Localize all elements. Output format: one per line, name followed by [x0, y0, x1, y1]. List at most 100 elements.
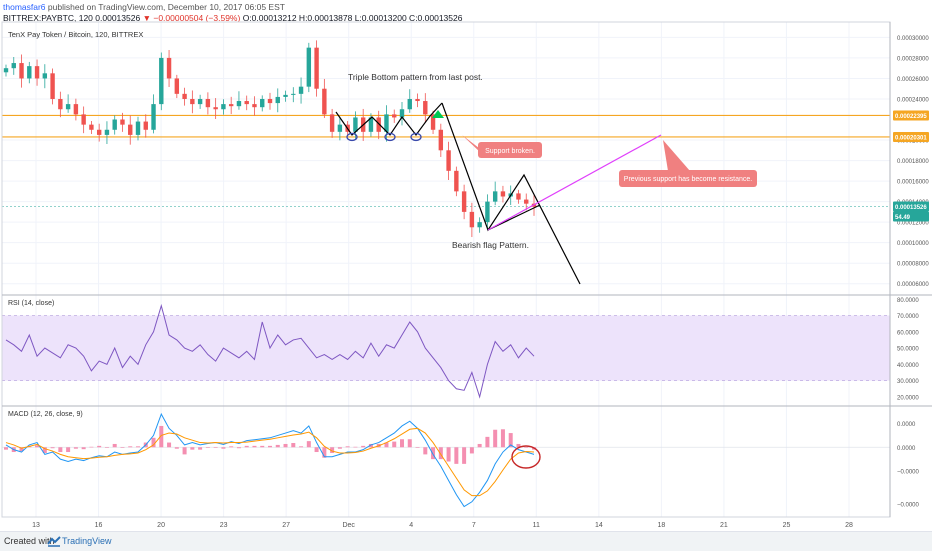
macd-hist-bar [508, 433, 513, 448]
macd-hist-bar [190, 447, 195, 450]
candle-body [260, 98, 265, 108]
macd-hist-bar [229, 446, 234, 448]
candle-body [461, 191, 467, 212]
bottom-marker [384, 132, 396, 142]
macd-hist-bar [198, 447, 203, 450]
macd-hist-bar [205, 447, 210, 448]
note-text: Support broken. [485, 148, 535, 155]
candle-body [291, 93, 296, 95]
tradingview-brand[interactable]: TradingView [62, 536, 112, 546]
macd-hist-bar [407, 439, 412, 448]
macd-hist-bar [151, 437, 156, 448]
candle-body [399, 109, 405, 118]
macd-hist-bar [4, 447, 8, 450]
candle-body [322, 88, 327, 115]
candle-body [376, 117, 381, 132]
candle-body [73, 104, 79, 115]
crossover-circle [511, 445, 541, 469]
x-tick-label: 7 [472, 522, 476, 529]
ohlc-values: O:0.00013212 H:0.00013878 L:0.00013200 C… [242, 13, 463, 23]
candle-body [58, 98, 63, 110]
candle-body [267, 98, 273, 104]
macd-hist-bar [462, 447, 467, 464]
candle-body [430, 114, 436, 130]
macd-hist-bar [330, 447, 335, 453]
candle-body [50, 73, 55, 99]
macd-hist-bar [306, 441, 311, 448]
plot-frame [1, 21, 891, 518]
y-tick-label: 60.0000 [897, 330, 919, 336]
y-tick-label: 0.00030000 [897, 36, 929, 42]
macd-title: MACD (12, 26, close, 9) [8, 411, 83, 418]
candle-body [159, 57, 164, 105]
candle-body [197, 98, 203, 105]
macd-hist-bar [485, 436, 490, 448]
triple-bottom-pattern [335, 102, 443, 136]
macd-hist-bar [431, 447, 436, 460]
note-pointer [663, 140, 690, 171]
price-tag [893, 211, 929, 222]
price-change: ▼ −0.00000504 (−3.59%) [142, 13, 241, 23]
x-tick-label: 16 [95, 522, 103, 529]
publish-date: published on TradingView.com, December 1… [45, 2, 285, 12]
author-name[interactable]: thomasfar6 [3, 2, 46, 12]
candle-body [384, 114, 389, 132]
candle-body [283, 94, 288, 97]
y-tick-label: 0.0000 [897, 446, 916, 452]
macd-hist-bar [314, 447, 319, 453]
candle-body [27, 66, 32, 79]
macd-hist-bar [524, 447, 529, 448]
macd-hist-bar [159, 425, 164, 448]
macd-hist-bar [42, 447, 47, 453]
breakout-arrow-icon [432, 110, 444, 118]
macd-hist-bar [174, 447, 179, 449]
macd-hist-bar [322, 447, 327, 458]
y-tick-label: 0.00016000 [897, 180, 929, 186]
x-tick-label: Dec [342, 522, 355, 529]
candle-body [89, 124, 94, 130]
candle-body [81, 114, 86, 125]
macd-hist-bar [469, 447, 474, 454]
candle-body [337, 124, 343, 132]
support-broken-note [478, 142, 542, 158]
macd-hist-bar [415, 447, 420, 448]
candle-body [174, 78, 180, 94]
candle-body [454, 170, 459, 192]
price-tag-text: 54.49 [895, 215, 911, 221]
candle-body [166, 57, 172, 79]
macd-hist-bar [236, 447, 241, 449]
candle-body [275, 96, 280, 104]
macd-hist-bar [19, 447, 24, 452]
candle-body [34, 66, 40, 79]
macd-hist-bar [353, 446, 358, 448]
macd-hist-bar [213, 447, 218, 448]
candle-body [306, 47, 312, 87]
macd-hist-bar [50, 447, 55, 449]
macd-hist-bar [244, 445, 249, 448]
bottom-marker [346, 132, 358, 142]
macd-hist-bar [81, 447, 86, 450]
macd-hist-bar [66, 447, 71, 453]
macd-hist-bar [35, 445, 40, 448]
price-tag [893, 131, 929, 142]
macd-hist-bar [167, 442, 172, 448]
triple-bottom-label: Triple Bottom pattern from last post. [348, 72, 483, 82]
candle-body [104, 129, 110, 135]
macd-hist-bar [361, 445, 366, 448]
publish-info: thomasfar6 published on TradingView.com,… [3, 2, 285, 12]
x-tick-label: 11 [533, 522, 540, 529]
symbol-label: BITTREX:PAYBTC, 120 [3, 13, 93, 23]
candle-body [213, 107, 218, 110]
macd-hist-bar [454, 447, 459, 464]
candle-body [11, 63, 16, 69]
macd-hist-bar [345, 446, 350, 448]
candle-body [42, 73, 48, 79]
price-tag [893, 201, 929, 212]
price-tag-text: 0.00022395 [895, 114, 927, 120]
rsi-line [5, 303, 535, 399]
candle-body [298, 86, 304, 94]
macd-hist-bar [89, 446, 94, 448]
y-tick-label: 20.0000 [897, 395, 919, 401]
y-tick-label: 0.00024000 [897, 97, 929, 103]
